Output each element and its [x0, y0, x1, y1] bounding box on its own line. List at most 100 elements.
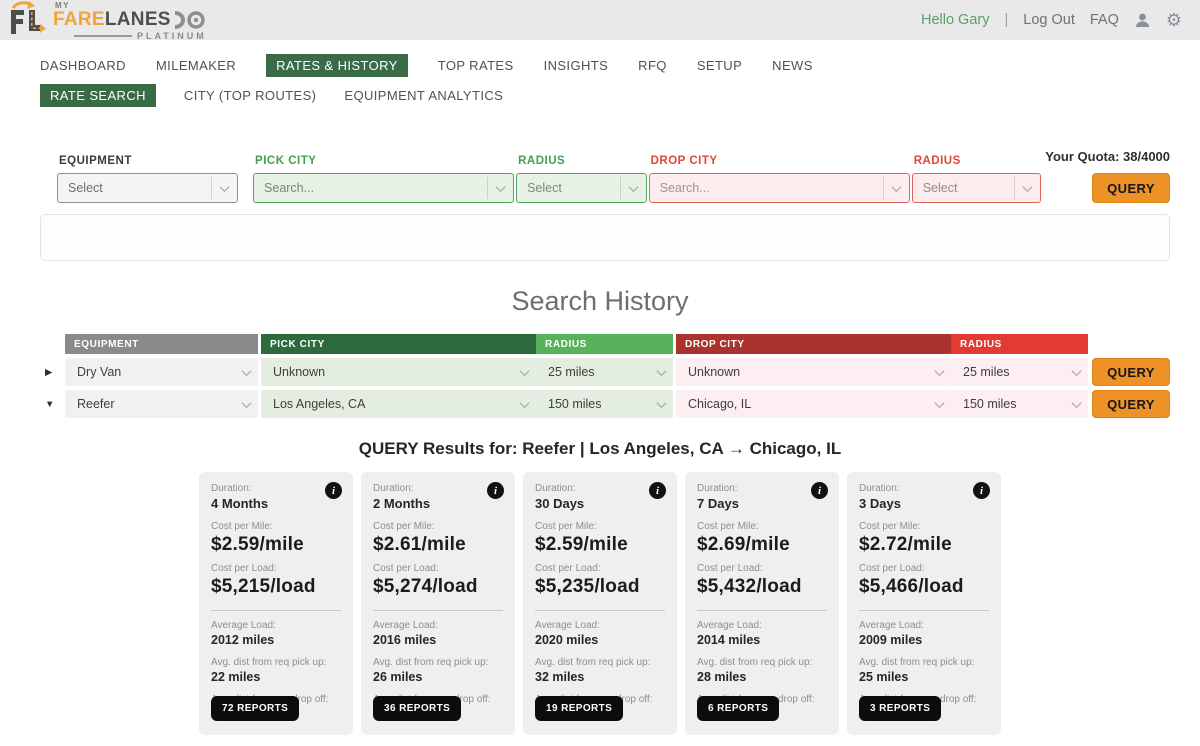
- settings-gear-icon[interactable]: ⚙: [1166, 11, 1182, 29]
- tab-news[interactable]: NEWS: [772, 58, 813, 73]
- platinum-line: [74, 35, 132, 37]
- cost-per-mile-value: $2.72/mile: [859, 534, 989, 556]
- pick-city-combobox[interactable]: [253, 173, 514, 203]
- duration-label: Duration:: [373, 483, 503, 494]
- row-pick-radius-select[interactable]: 150 miles: [536, 390, 673, 418]
- cost-per-mile-label: Cost per Mile:: [859, 521, 989, 532]
- chevron-down-icon: [1064, 361, 1088, 383]
- chevron-down-icon: [1014, 177, 1040, 199]
- reports-button[interactable]: 36 REPORTS: [373, 696, 461, 721]
- duration-value: 4 Months: [211, 496, 341, 511]
- cost-per-load-label: Cost per Load:: [535, 563, 665, 574]
- tab-dashboard[interactable]: DASHBOARD: [40, 58, 126, 73]
- cost-per-mile-label: Cost per Mile:: [535, 521, 665, 532]
- reports-button[interactable]: 72 REPORTS: [211, 696, 299, 721]
- result-card: i Duration: 4 Months Cost per Mile: $2.5…: [199, 472, 353, 735]
- subtab-rate-search[interactable]: RATE SEARCH: [40, 84, 156, 107]
- drop-city-input[interactable]: [660, 181, 879, 195]
- row-pick-city-value: Unknown: [273, 365, 325, 379]
- row-drop-city-select[interactable]: Chicago, IL: [676, 390, 951, 418]
- chevron-down-icon: [1064, 393, 1088, 415]
- info-icon[interactable]: i: [973, 482, 990, 499]
- reports-button[interactable]: 6 REPORTS: [697, 696, 779, 721]
- average-load-value: 2016 miles: [373, 633, 503, 647]
- info-icon[interactable]: i: [487, 482, 504, 499]
- subtab-equipment-analytics[interactable]: EQUIPMENT ANALYTICS: [344, 88, 503, 103]
- tab-rates-history[interactable]: RATES & HISTORY: [266, 54, 408, 77]
- logout-link[interactable]: Log Out: [1023, 12, 1075, 28]
- top-bar: MY FARELANES PLATINUM Hello Gary | Log O…: [0, 0, 1200, 40]
- pick-radius-label: RADIUS: [518, 155, 647, 167]
- pick-city-input[interactable]: [264, 181, 483, 195]
- row-query-button[interactable]: QUERY: [1092, 358, 1170, 386]
- row-drop-city-select[interactable]: Unknown: [676, 358, 951, 386]
- drop-city-combobox[interactable]: [649, 173, 910, 203]
- average-load-label: Average Load:: [535, 620, 665, 631]
- tab-milemaker[interactable]: MILEMAKER: [156, 58, 236, 73]
- result-card: i Duration: 2 Months Cost per Mile: $2.6…: [361, 472, 515, 735]
- tab-setup[interactable]: SETUP: [697, 58, 742, 73]
- card-divider: [211, 610, 341, 611]
- duration-label: Duration:: [535, 483, 665, 494]
- navigation: DASHBOARD MILEMAKER RATES & HISTORY TOP …: [0, 40, 1200, 107]
- result-card: i Duration: 3 Days Cost per Mile: $2.72/…: [847, 472, 1001, 735]
- reports-button[interactable]: 19 REPORTS: [535, 696, 623, 721]
- expand-expanded-icon[interactable]: ▼: [40, 399, 65, 410]
- cost-per-load-value: $5,274/load: [373, 576, 503, 598]
- results-cards: i Duration: 4 Months Cost per Mile: $2.5…: [0, 472, 1200, 735]
- cost-per-mile-label: Cost per Mile:: [211, 521, 341, 532]
- chevron-down-icon: [927, 393, 951, 415]
- pick-dist-label: Avg. dist from req pick up:: [211, 657, 341, 668]
- chevron-down-icon: [649, 361, 673, 383]
- average-load-value: 2020 miles: [535, 633, 665, 647]
- row-drop-radius-select[interactable]: 25 miles: [951, 358, 1088, 386]
- result-card: i Duration: 30 Days Cost per Mile: $2.59…: [523, 472, 677, 735]
- row-drop-radius-select[interactable]: 150 miles: [951, 390, 1088, 418]
- cost-per-load-label: Cost per Load:: [859, 563, 989, 574]
- cost-per-load-value: $5,235/load: [535, 576, 665, 598]
- duration-label: Duration:: [211, 483, 341, 494]
- tab-top-rates[interactable]: TOP RATES: [438, 58, 514, 73]
- cost-per-mile-label: Cost per Mile:: [373, 521, 503, 532]
- cost-per-mile-value: $2.59/mile: [211, 534, 341, 556]
- row-pick-radius-value: 150 miles: [548, 397, 602, 411]
- info-icon[interactable]: i: [325, 482, 342, 499]
- drop-radius-select[interactable]: Select: [912, 173, 1042, 203]
- tab-insights[interactable]: INSIGHTS: [544, 58, 609, 73]
- expand-collapsed-icon[interactable]: ▶: [40, 367, 65, 378]
- row-pick-city-select[interactable]: Unknown: [261, 358, 536, 386]
- results-placeholder-panel: [40, 214, 1170, 261]
- row-drop-city-value: Chicago, IL: [688, 397, 751, 411]
- cost-per-mile-label: Cost per Mile:: [697, 521, 827, 532]
- pick-radius-select[interactable]: Select: [516, 173, 647, 203]
- quota-counter: Your Quota: 38/4000: [1045, 149, 1170, 164]
- cost-per-load-value: $5,432/load: [697, 576, 827, 598]
- pick-radius-value: Select: [527, 181, 562, 195]
- user-icon[interactable]: [1134, 12, 1151, 29]
- chevron-down-icon: [512, 361, 536, 383]
- result-card: i Duration: 7 Days Cost per Mile: $2.69/…: [685, 472, 839, 735]
- drop-radius-label: RADIUS: [914, 155, 1042, 167]
- info-icon[interactable]: i: [811, 482, 828, 499]
- subtab-city-top-routes[interactable]: CITY (TOP ROUTES): [184, 88, 316, 103]
- pick-dist-value: 25 miles: [859, 670, 989, 684]
- brand-lanes: LANES: [105, 10, 171, 30]
- chevron-down-icon: [234, 393, 258, 415]
- row-pick-city-select[interactable]: Los Angeles, CA: [261, 390, 536, 418]
- duration-label: Duration:: [697, 483, 827, 494]
- tab-rfq[interactable]: RFQ: [638, 58, 667, 73]
- row-query-button[interactable]: QUERY: [1092, 390, 1170, 418]
- table-row: ▼ Reefer Los Angeles, CA 150 miles Chica…: [40, 390, 1200, 418]
- row-drop-radius-value: 25 miles: [963, 365, 1010, 379]
- row-equipment-select[interactable]: Dry Van: [65, 358, 258, 386]
- history-header-row: EQUIPMENT PICK CITY RADIUS DROP CITY RAD…: [65, 334, 1200, 354]
- equipment-select[interactable]: Select: [57, 173, 238, 203]
- info-icon[interactable]: i: [649, 482, 666, 499]
- pick-dist-value: 26 miles: [373, 670, 503, 684]
- query-button[interactable]: QUERY: [1092, 173, 1170, 203]
- row-equipment-select[interactable]: Reefer: [65, 390, 258, 418]
- reports-button[interactable]: 3 REPORTS: [859, 696, 941, 721]
- faq-link[interactable]: FAQ: [1090, 12, 1119, 28]
- row-pick-radius-select[interactable]: 25 miles: [536, 358, 673, 386]
- brand-logo[interactable]: MY FARELANES PLATINUM: [8, 1, 207, 42]
